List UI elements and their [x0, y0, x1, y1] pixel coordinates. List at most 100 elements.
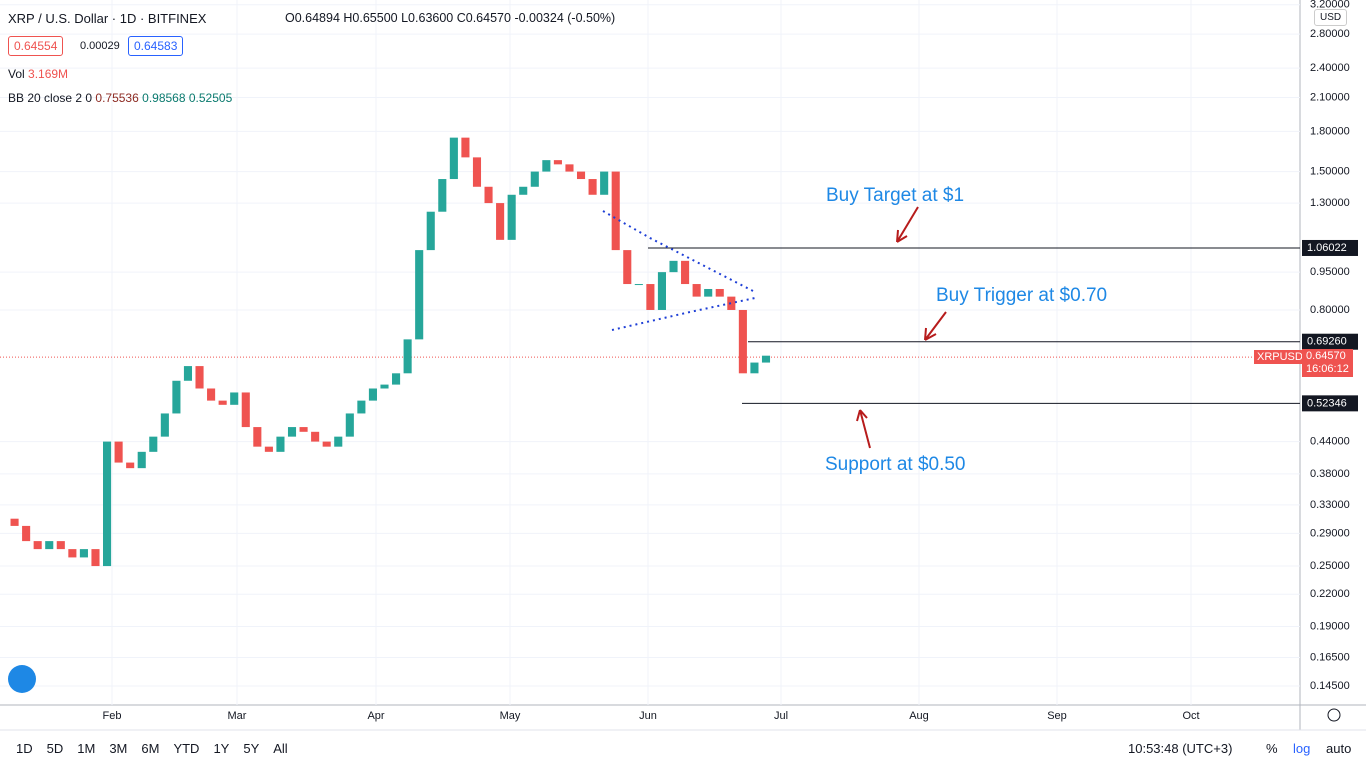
bb: BB 20 close 2 0 0.75536 0.98568 0.52505: [8, 91, 232, 105]
candle-body: [449, 137, 458, 180]
high: H0.65500: [343, 11, 398, 25]
candle-body: [530, 171, 539, 187]
candle-body: [715, 288, 724, 297]
bb-lower: 0.52505: [188, 91, 233, 105]
candle-body: [68, 549, 77, 558]
level-label: 0.52346: [1307, 397, 1347, 409]
x-tick-label: Oct: [1182, 710, 1199, 722]
candle-body: [646, 284, 655, 310]
candle-body: [218, 400, 227, 405]
y-tick-label: 0.19000: [1310, 620, 1350, 632]
candle-body: [345, 413, 354, 437]
candle-body: [311, 431, 320, 442]
range-button[interactable]: 6M: [141, 741, 160, 756]
ranges: 1D 5D 1M 3M 6M YTD 1Y 5Y All: [16, 741, 302, 756]
candle-body: [102, 441, 112, 567]
y-tick-label: 0.14500: [1310, 680, 1350, 692]
bid[interactable]: 0.64554: [8, 36, 64, 56]
range-button[interactable]: YTD: [173, 741, 200, 756]
y-tick-label: 1.50000: [1310, 165, 1350, 177]
change: -0.00324 (-0.50%): [514, 11, 616, 25]
settings-icon[interactable]: [1327, 708, 1341, 722]
y-tick-label: 0.22000: [1310, 588, 1350, 600]
candle-body: [195, 366, 204, 389]
candle-body: [299, 427, 308, 432]
candle-body: [207, 388, 216, 401]
candle-body: [10, 518, 19, 526]
range-button[interactable]: 5Y: [243, 741, 260, 756]
range-button[interactable]: 5D: [46, 741, 64, 756]
candle-body: [287, 427, 297, 437]
candle-body: [472, 157, 482, 187]
candle-body: [565, 164, 574, 172]
candle-body: [634, 284, 643, 286]
candle-body: [438, 179, 447, 212]
arrows: [856, 206, 947, 449]
range-button[interactable]: 1D: [16, 741, 33, 756]
candle-body: [253, 427, 262, 447]
clock: 10:53:48 (UTC+3): [1128, 741, 1233, 756]
candle-body: [484, 186, 493, 204]
candle-body: [761, 355, 771, 363]
y-tick-label: 0.25000: [1310, 560, 1350, 572]
candle-body: [553, 160, 562, 165]
log[interactable]: log: [1293, 741, 1311, 756]
candle-body: [392, 373, 401, 385]
y-tick-label: 2.10000: [1310, 91, 1350, 103]
candle-body: [669, 260, 678, 273]
candle-body: [241, 392, 250, 428]
percent[interactable]: %: [1266, 741, 1278, 756]
candle-body: [183, 366, 193, 381]
x-tick-label: Feb: [103, 710, 122, 722]
candle-body: [334, 436, 343, 447]
spread: 0.00029: [80, 40, 120, 52]
y-tick-label: 1.30000: [1310, 197, 1350, 209]
candle-body: [727, 296, 736, 310]
candle-body: [738, 309, 747, 374]
range-button[interactable]: 1M: [77, 741, 96, 756]
ask[interactable]: 0.64583: [128, 36, 184, 56]
level-tag: [1302, 239, 1358, 256]
y-tick-label: 0.80000: [1310, 304, 1350, 316]
level-tag: [1302, 395, 1358, 412]
x-tick-label: Mar: [228, 710, 247, 722]
candle-body: [588, 179, 597, 195]
candle-body: [91, 549, 100, 567]
candle-body: [519, 186, 528, 195]
ohlc: O0.64894 H0.65500 L0.63600 C0.64570 -0.0…: [285, 11, 615, 25]
x-tick-label: Sep: [1047, 710, 1067, 722]
candle-body: [704, 288, 713, 297]
vol-label: Vol: [8, 67, 25, 81]
range-button[interactable]: 1Y: [213, 741, 230, 756]
candle-body: [33, 541, 42, 550]
level-label: 1.06022: [1307, 242, 1347, 254]
candle-body: [623, 250, 632, 285]
candle-body: [149, 436, 158, 452]
x-tick-label: Jun: [639, 710, 657, 722]
currency[interactable]: USD: [1314, 9, 1348, 26]
candle-body: [415, 250, 424, 340]
range-button[interactable]: All: [273, 741, 288, 756]
y-tick-label: 0.33000: [1310, 499, 1350, 511]
range-button[interactable]: 3M: [109, 741, 128, 756]
candle-body: [496, 203, 505, 240]
candle-body: [542, 160, 551, 172]
y-tick-label: 0.29000: [1310, 527, 1350, 539]
symbol-tag: XRPUSD: [1254, 350, 1306, 364]
candle-body: [45, 541, 54, 550]
candle-body: [276, 436, 285, 452]
y-tick-label: 0.44000: [1310, 435, 1350, 447]
x-tick-label: Aug: [909, 710, 929, 722]
y-tick-label: 2.80000: [1310, 28, 1350, 40]
candle-body: [611, 171, 620, 251]
candle-body: [114, 441, 123, 463]
vol-value: 3.169M: [28, 67, 69, 81]
auto[interactable]: auto: [1326, 741, 1352, 756]
last-price: 0.64570: [1306, 350, 1346, 362]
y-tick-label: 2.40000: [1310, 62, 1350, 74]
y-tick-label: 0.38000: [1310, 468, 1350, 480]
candle-body: [426, 211, 435, 251]
bb-upper: 0.98568: [142, 91, 186, 105]
candle-body: [380, 384, 389, 389]
trend-line: [602, 210, 756, 293]
